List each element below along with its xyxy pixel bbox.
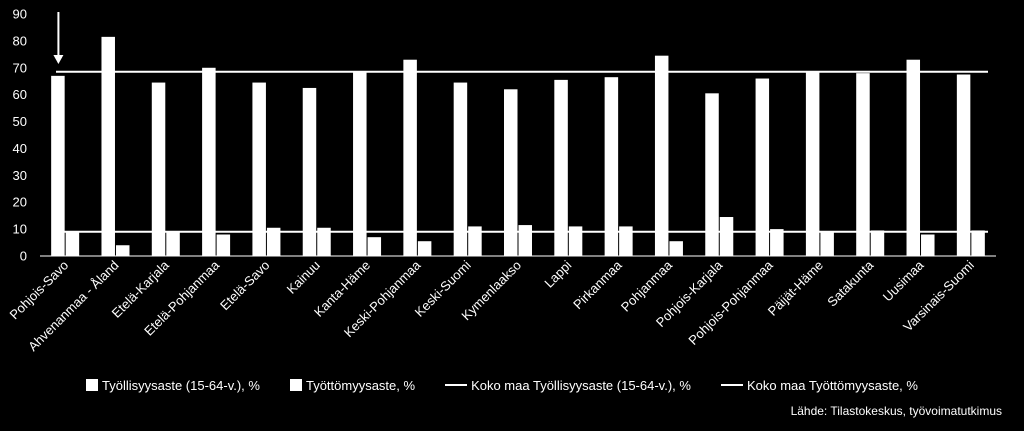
y-tick-label: 70 [13,60,27,75]
bar-employment-rate [403,59,417,256]
bar-unemployment-rate [669,241,683,256]
legend-swatch-line [445,384,468,386]
bar-employment-rate [956,74,971,256]
legend-label: Työllisyysaste (15-64-v.), % [102,377,260,393]
bar-unemployment-rate [770,229,784,256]
arrow-icon [53,55,64,64]
x-tick-label: Satakunta [824,257,877,310]
bar-unemployment-rate [468,226,482,256]
legend-item-employment-rate: Työllisyysaste (15-64-v.), % [86,378,260,393]
x-tick-label: Etelä-Savo [217,258,273,314]
legend-item-national-employment: Koko maa Työllisyysaste (15-64-v.), % [445,378,691,393]
bar-employment-rate [101,36,115,256]
y-tick-label: 80 [13,33,27,48]
bar-unemployment-rate [568,226,583,256]
legend-swatch-bar [289,379,302,391]
bar-unemployment-rate [367,237,382,256]
bar-employment-rate [504,89,518,257]
bar-unemployment-rate [820,231,834,256]
bar-employment-rate [353,71,367,256]
y-tick-label: 30 [13,168,27,183]
bar-employment-rate [654,55,669,256]
bar-unemployment-rate [317,227,331,256]
legend-label: Työttömyysaste, % [305,377,416,393]
annotation-group [53,12,64,64]
bar-employment-rate [151,82,166,256]
y-axis: 0 10 20 30 40 50 60 70 80 90 [13,7,27,264]
bar-employment-rate [453,82,468,256]
legend: Työllisyysaste (15-64-v.), % Työttömyysa… [86,376,986,394]
bar-unemployment-rate [115,245,130,256]
legend-item-national-unemployment: Koko maa Työttömyysaste, % [720,377,918,393]
bar-employment-rate [906,59,921,256]
legend-label: Koko maa Työllisyysaste (15-64-v.), % [471,377,691,393]
y-tick-label: 0 [20,249,27,264]
bar-employment-rate [856,73,870,257]
bar-unemployment-rate [216,234,231,256]
bar-employment-rate [51,75,65,256]
bar-employment-rate [554,79,568,256]
bar-unemployment-rate [870,230,885,256]
bar-unemployment-rate [971,230,985,256]
bar-employment-rate [604,77,619,256]
y-tick-label: 40 [13,141,27,156]
bar-unemployment-rate [921,234,935,256]
y-tick-label: 20 [13,195,27,210]
y-tick-label: 50 [13,114,27,129]
bar-unemployment-rate [166,231,180,256]
legend-swatch-line [720,384,743,386]
bar-employment-rate [302,87,317,256]
legend-swatch-bar [86,379,98,391]
x-tick-label: Pohjois-Pohjanmaa [685,257,776,348]
y-tick-label: 10 [13,222,27,237]
x-tick-label: Kainuu [284,258,323,297]
x-tick-label: Uusimaa [880,257,927,304]
x-tick-label: Lappi [541,257,574,290]
reference-lines-group [56,70,988,233]
x-tick-label: Ahvenanmaa - Åland [25,258,121,354]
bar-unemployment-rate [266,227,281,256]
bar-unemployment-rate [65,231,80,256]
legend-label: Koko maa Työttömyysaste, % [746,377,918,393]
bar-employment-rate [705,93,719,256]
bar-unemployment-rate [417,241,432,256]
y-tick-label: 60 [13,87,27,102]
bar-employment-rate [755,78,770,257]
bar-unemployment-rate [619,226,633,256]
bar-unemployment-rate [518,225,532,256]
bar-employment-rate [202,67,216,257]
y-tick-label: 90 [13,7,27,22]
legend-item-unemployment-rate: Työttömyysaste, % [289,377,416,393]
bar-employment-rate [805,71,820,256]
bar-employment-rate [252,82,266,256]
source-note: Lähde: Tilastokeskus, työvoimatutkimus [790,404,1002,418]
bars-group [51,36,985,257]
bar-unemployment-rate [719,217,734,256]
